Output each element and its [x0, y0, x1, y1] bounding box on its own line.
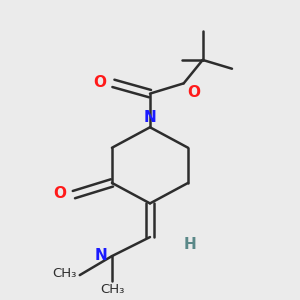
Text: O: O: [187, 85, 200, 100]
Text: O: O: [93, 75, 106, 90]
Text: H: H: [184, 238, 196, 253]
Text: N: N: [95, 248, 107, 263]
Text: N: N: [144, 110, 156, 125]
Text: O: O: [54, 186, 67, 201]
Text: CH₃: CH₃: [52, 267, 77, 280]
Text: CH₃: CH₃: [100, 283, 124, 296]
